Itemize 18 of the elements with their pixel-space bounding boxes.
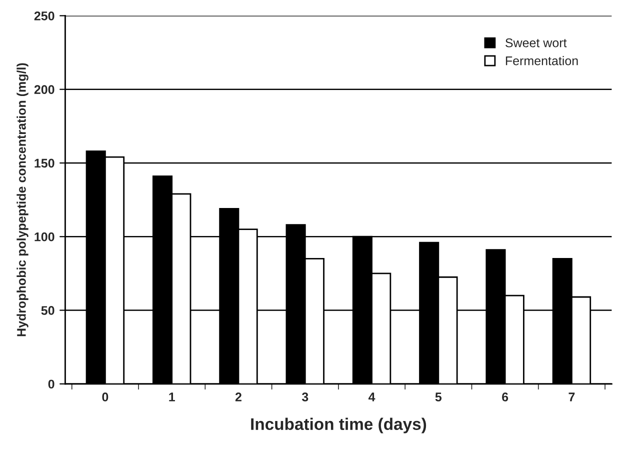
x-tick-label: 6 — [502, 392, 508, 402]
y-tick-label: 150 — [34, 158, 54, 168]
x-axis-title: Incubation time (days) — [251, 418, 426, 434]
x-tick-label: 1 — [169, 392, 175, 402]
y-tick-label: 100 — [34, 232, 54, 242]
x-tick-label: 0 — [102, 392, 108, 402]
x-tick-label: 5 — [435, 392, 442, 402]
legend-label: Sweet wort — [506, 38, 567, 48]
y-tick-label: 0 — [48, 380, 54, 389]
y-tick-label: 200 — [34, 85, 54, 94]
y-axis-title: Hydrophobic polypeptide concentration (mg/l) — [16, 63, 28, 336]
x-tick-label: 4 — [368, 392, 376, 402]
x-tick-label: 7 — [568, 392, 575, 402]
y-tick-label: 250 — [34, 12, 54, 20]
legend-label: Fermentation — [506, 56, 578, 66]
y-tick-label: 50 — [41, 306, 54, 315]
x-tick-label: 3 — [302, 392, 308, 402]
x-tick-label: 2 — [235, 392, 242, 402]
